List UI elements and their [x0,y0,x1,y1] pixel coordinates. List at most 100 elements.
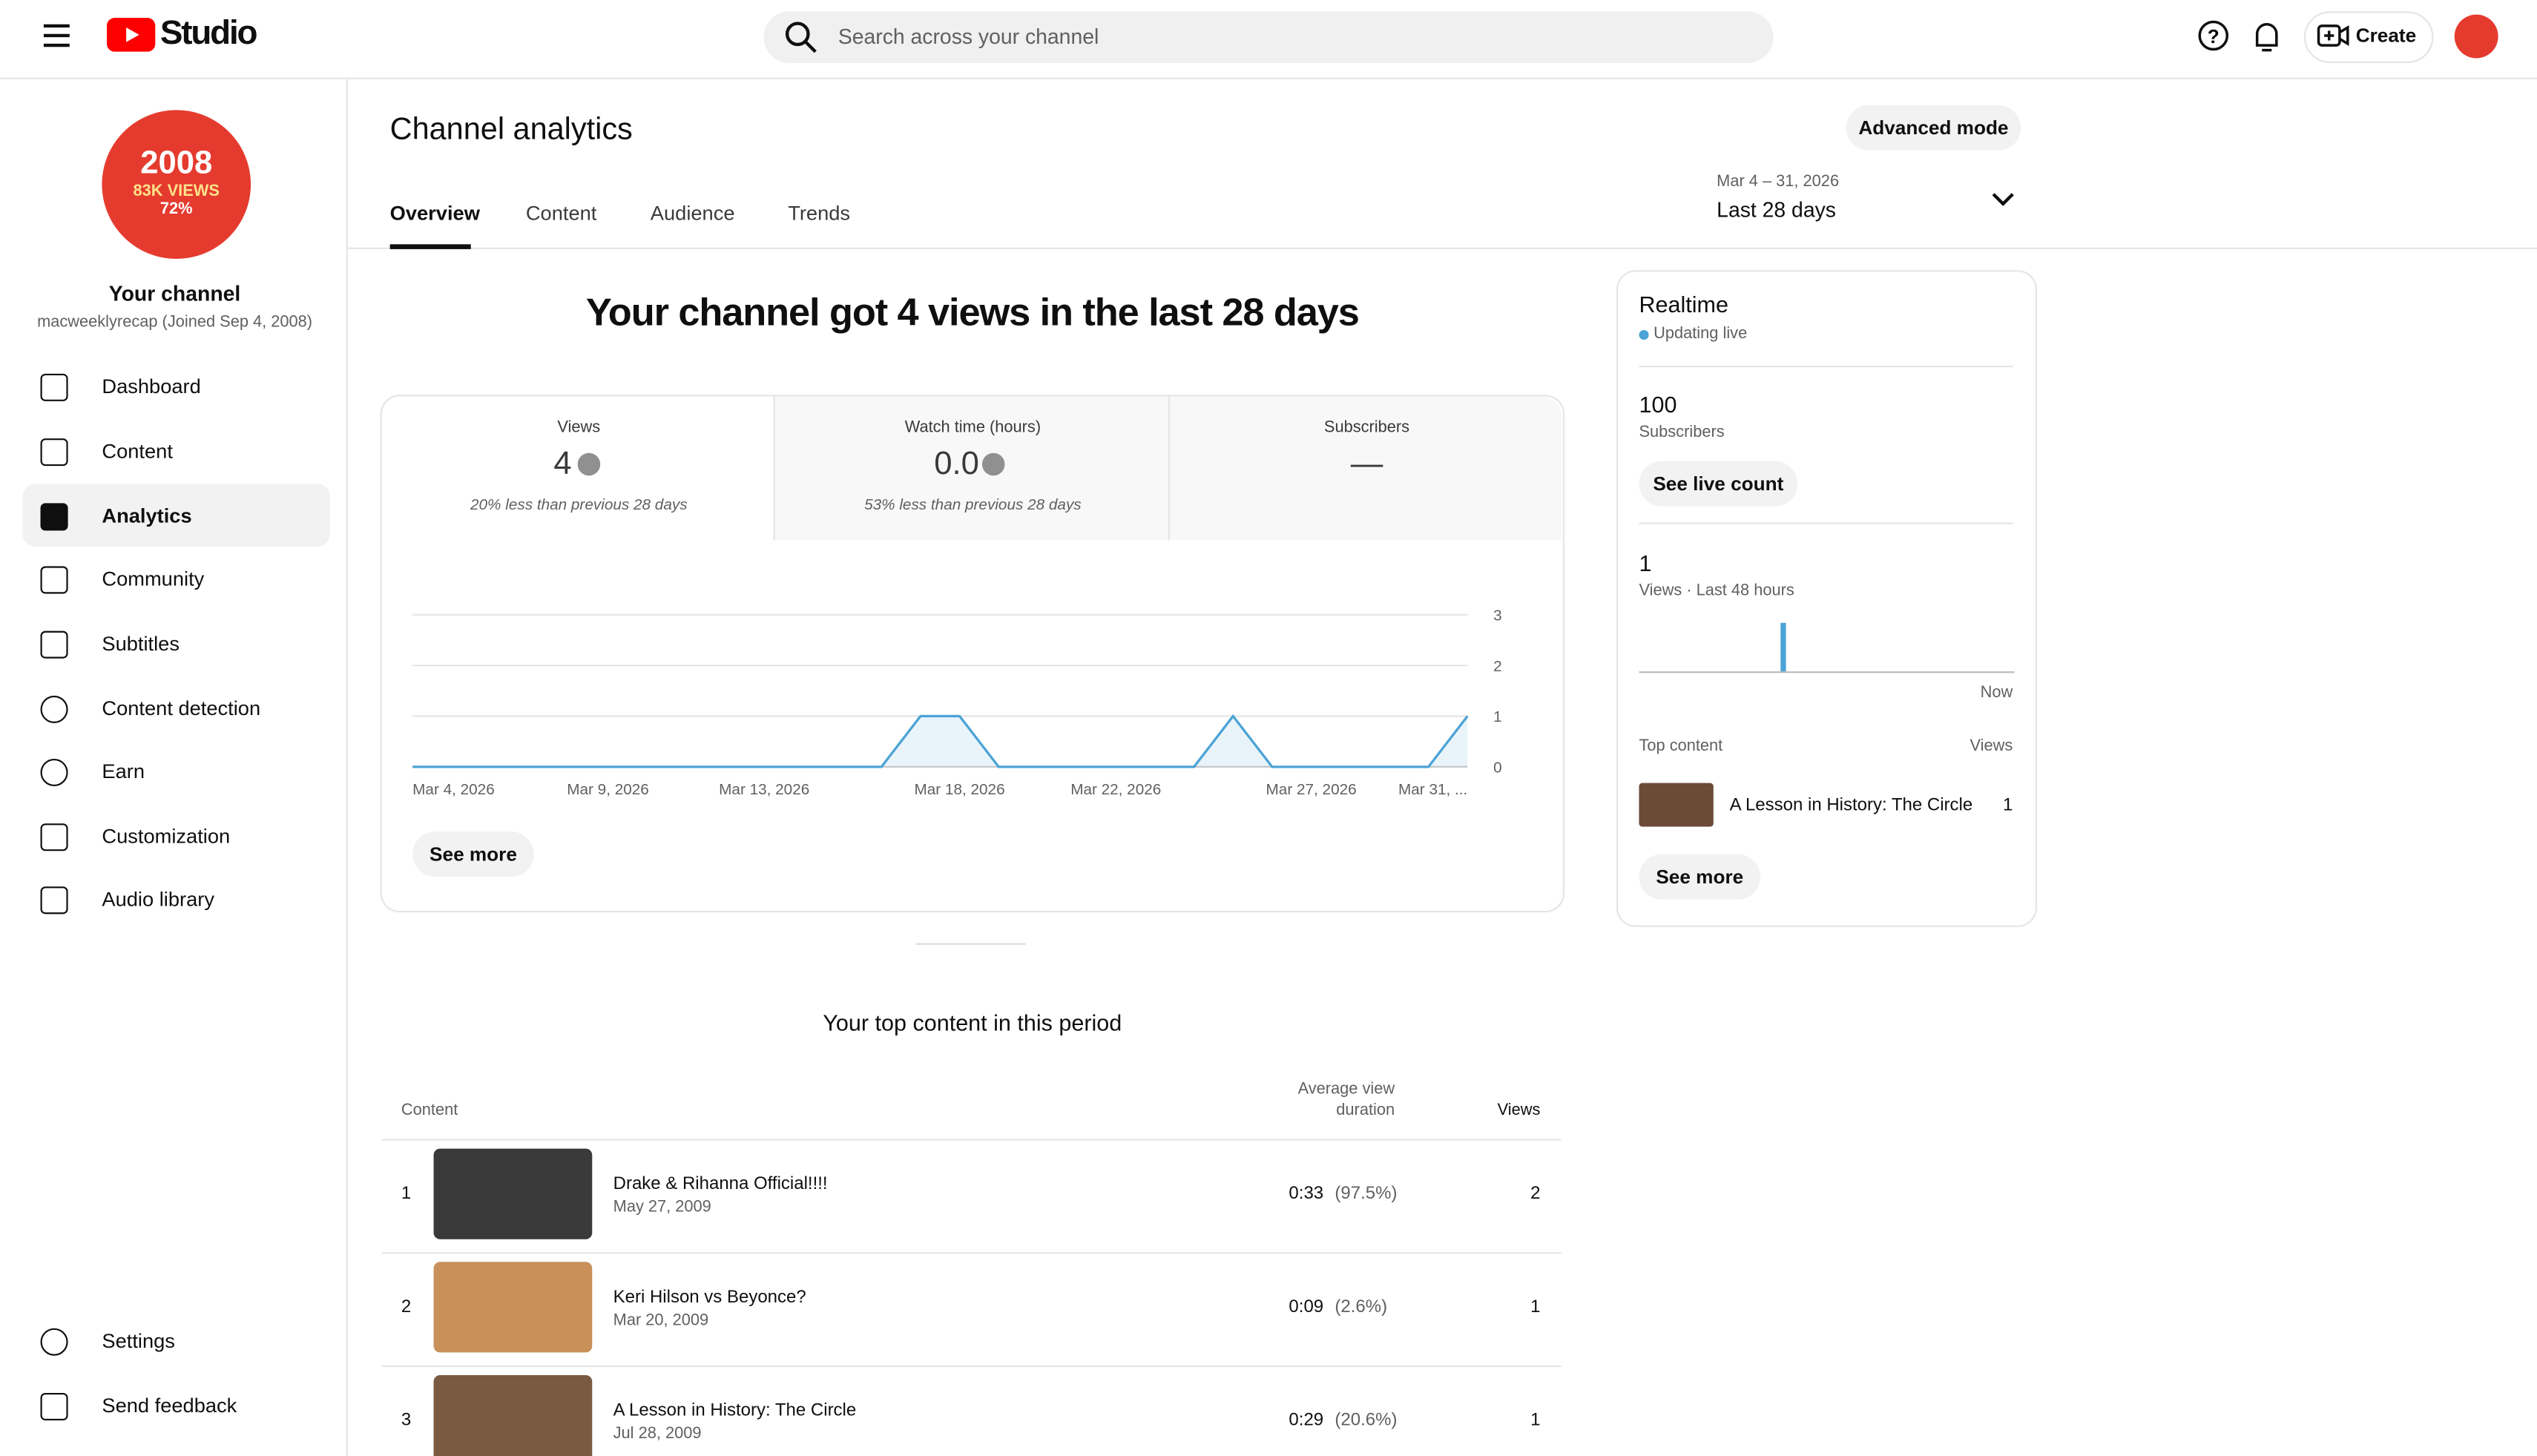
rank: 2 [401,1297,412,1317]
advanced-mode-button[interactable]: Advanced mode [1846,105,2021,151]
y-tick-label: 2 [1493,658,1502,675]
nav-item[interactable]: Settings [102,1329,175,1353]
nav-icon [40,695,68,723]
nav-icon [40,886,68,915]
see-more-button[interactable]: See more [1639,854,1761,900]
duration: 0:33 [1289,1184,1324,1204]
thumbnail[interactable] [433,1374,593,1456]
views-label: Views · Last 48 hours [1639,582,1794,601]
search-icon [785,22,817,53]
views: 2 [1530,1184,1541,1204]
video-title[interactable]: Drake & Rihanna Official!!!! [613,1174,828,1194]
nav-icon [40,823,68,851]
line [412,714,1469,768]
nav-item[interactable]: Send feedback [102,1394,237,1417]
metric-note: 20% less than previous 28 days [470,496,688,515]
duration: 0:09 [1289,1297,1324,1317]
x-tick-label: Mar 22, 2026 [1070,781,1161,798]
video-date: Jul 28, 2009 [613,1425,702,1443]
realtime-status: Updating live [1654,325,1748,343]
nav-item[interactable]: Earn [102,760,145,783]
metric-value: 0.0 [934,446,979,482]
menu-button[interactable] [42,23,71,49]
metric-label: Views [557,418,601,437]
column-header: Content [401,1101,458,1120]
duration-percent: (2.6%) [1335,1297,1388,1317]
nav-item[interactable]: Analytics [102,504,192,528]
create-label: Create [2355,24,2417,47]
x-tick-label: Mar 4, 2026 [412,781,495,798]
header-icons[interactable]: ? [2197,19,2288,55]
avatar-text: 72% [159,200,193,219]
search-box[interactable] [763,11,1774,64]
row-divider [381,1139,1562,1141]
metric-label: Watch time (hours) [904,418,1042,437]
x-tick-label: Mar 13, 2026 [719,781,809,798]
create-icon [2317,24,2349,47]
rank: 1 [401,1184,412,1204]
video-title[interactable]: Keri Hilson vs Beyonce? [613,1288,806,1308]
nav-item[interactable]: Content [102,440,173,463]
video-title[interactable]: A Lesson in History: The Circle [613,1400,857,1421]
nav-icon [40,373,68,401]
nav-icon [40,1392,68,1421]
tab[interactable]: Overview [389,202,480,225]
account-avatar[interactable] [2454,14,2498,59]
nav-icon [40,1328,68,1356]
date-range: Mar 4 – 31, 2026 [1717,173,1840,191]
column-header: Views [1497,1101,1541,1120]
tab[interactable]: Content [525,202,597,225]
views-chart: 0 1 2 3 Mar 4, 2026 Mar 9, 2026 Mar 13, 2026 Ma… [412,607,1502,798]
top-bar [0,0,2537,79]
row-divider [381,1252,1562,1254]
thumbnail[interactable] [1639,783,1714,827]
top-content-label: Top content [1639,737,1723,756]
nav-item[interactable]: Dashboard [102,375,201,398]
sidebar-divider [346,77,348,1456]
svg-text:?: ? [2208,25,2220,47]
rank: 3 [401,1410,412,1431]
duration: 0:29 [1289,1410,1324,1431]
headline: Your channel got 4 views in the last 28 … [585,291,1360,335]
thumbnail[interactable] [433,1262,593,1353]
down-arrow-icon [577,452,600,476]
see-more-button[interactable]: See more [412,831,534,877]
views-column: Views [1970,737,2013,756]
item-title[interactable]: A Lesson in History: The Circle [1729,796,1973,816]
page-title: Channel analytics [389,113,633,148]
x-tick-label: Mar 9, 2026 [567,781,649,798]
nav-item[interactable]: Customization [102,825,231,848]
metric-label: Subscribers [1323,418,1410,437]
period-dropdown[interactable] [1992,191,2015,207]
realtime-title: Realtime [1639,291,1728,317]
views-count: 1 [1639,550,1652,576]
logo-icon [106,17,156,52]
bar [1780,622,1786,672]
now-label: Now [1980,684,2013,702]
area [412,716,1468,767]
down-arrow-icon [982,452,1006,476]
y-tick-label: 1 [1493,708,1502,725]
create-button[interactable] [2303,11,2434,64]
live-dot [1639,329,1649,340]
metric-value: — [1350,446,1383,482]
tab[interactable]: Trends [788,202,851,225]
search-placeholder: Search across your channel [838,24,1099,49]
avatar-text: 2008 [140,145,213,182]
top-content-title: Your top content in this period [823,1009,1122,1035]
nav-item[interactable]: Community [102,567,205,591]
divider [1639,522,2013,524]
nav-item[interactable]: Audio library [102,888,214,911]
tabs-divider [347,247,2537,249]
thumbnail[interactable] [433,1148,593,1239]
x-tick-label: Mar 31, ... [1398,781,1467,798]
nav-item[interactable]: Subtitles [102,632,180,656]
nav-item[interactable]: Content detection [102,697,261,720]
y-tick-label: 0 [1493,759,1502,776]
tab[interactable]: Audience [650,202,735,225]
overview-card [380,395,1565,913]
divider [1639,365,2013,368]
period[interactable]: Last 28 days [1717,197,1836,222]
see-live-count-button[interactable]: See live count [1639,461,1798,507]
metric-note: 53% less than previous 28 days [864,496,1082,515]
